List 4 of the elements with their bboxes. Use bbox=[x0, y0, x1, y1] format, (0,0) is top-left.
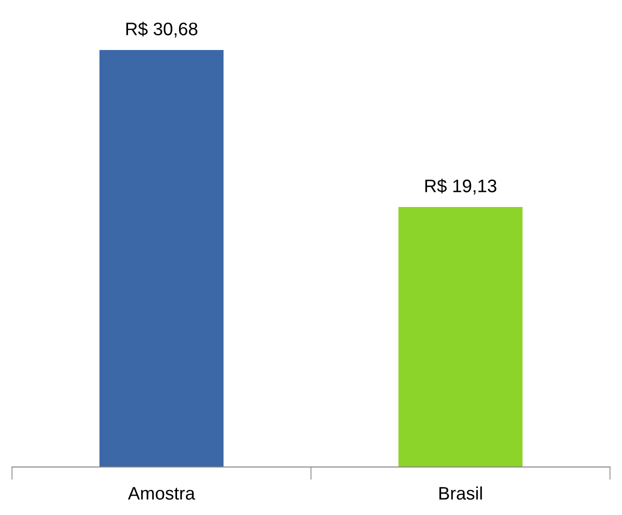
data-label: R$ 30,68 bbox=[126, 22, 198, 38]
x-tick-label: Amostra bbox=[128, 487, 196, 500]
x-tick-label: Brasil bbox=[439, 486, 482, 500]
data-label: R$ 19,13 bbox=[425, 178, 496, 194]
